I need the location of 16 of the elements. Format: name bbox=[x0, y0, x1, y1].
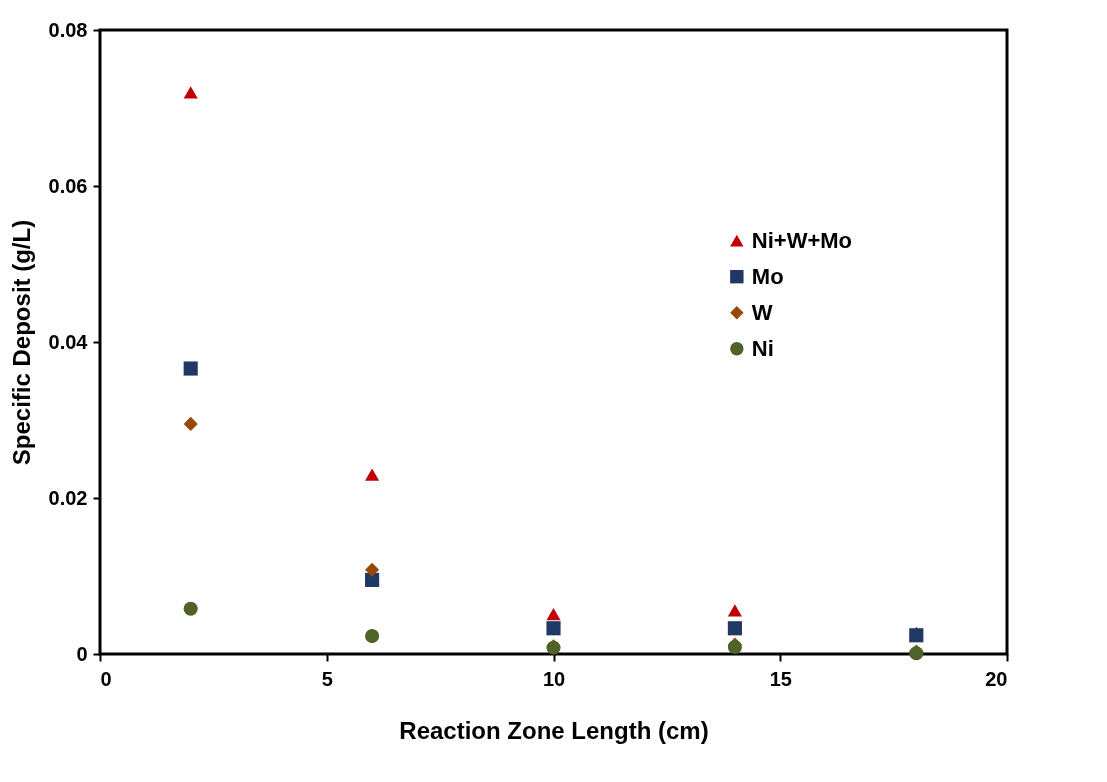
y-tick-label: 0.02 bbox=[48, 486, 88, 509]
y-tick-label: 0.08 bbox=[48, 18, 88, 41]
legend-label: W bbox=[751, 299, 773, 325]
y-tick-label: 0.04 bbox=[48, 330, 89, 353]
legend-label: Mo bbox=[751, 263, 784, 289]
y-axis-title: Specific Deposit (g/L) bbox=[7, 219, 35, 466]
y-tick-label: 0.06 bbox=[48, 174, 88, 197]
x-tick-label: 10 bbox=[542, 667, 566, 690]
x-tick-label: 15 bbox=[769, 667, 792, 690]
legend-label: Ni+W+Mo bbox=[751, 227, 853, 253]
x-tick-label: 5 bbox=[321, 667, 333, 690]
legend-label: Ni bbox=[751, 335, 774, 361]
x-tick-label: 20 bbox=[985, 667, 1008, 690]
x-tick-label: 0 bbox=[100, 667, 112, 690]
y-tick-label: 0 bbox=[76, 642, 88, 665]
x-axis-title: Reaction Zone Length (cm) bbox=[399, 716, 709, 744]
